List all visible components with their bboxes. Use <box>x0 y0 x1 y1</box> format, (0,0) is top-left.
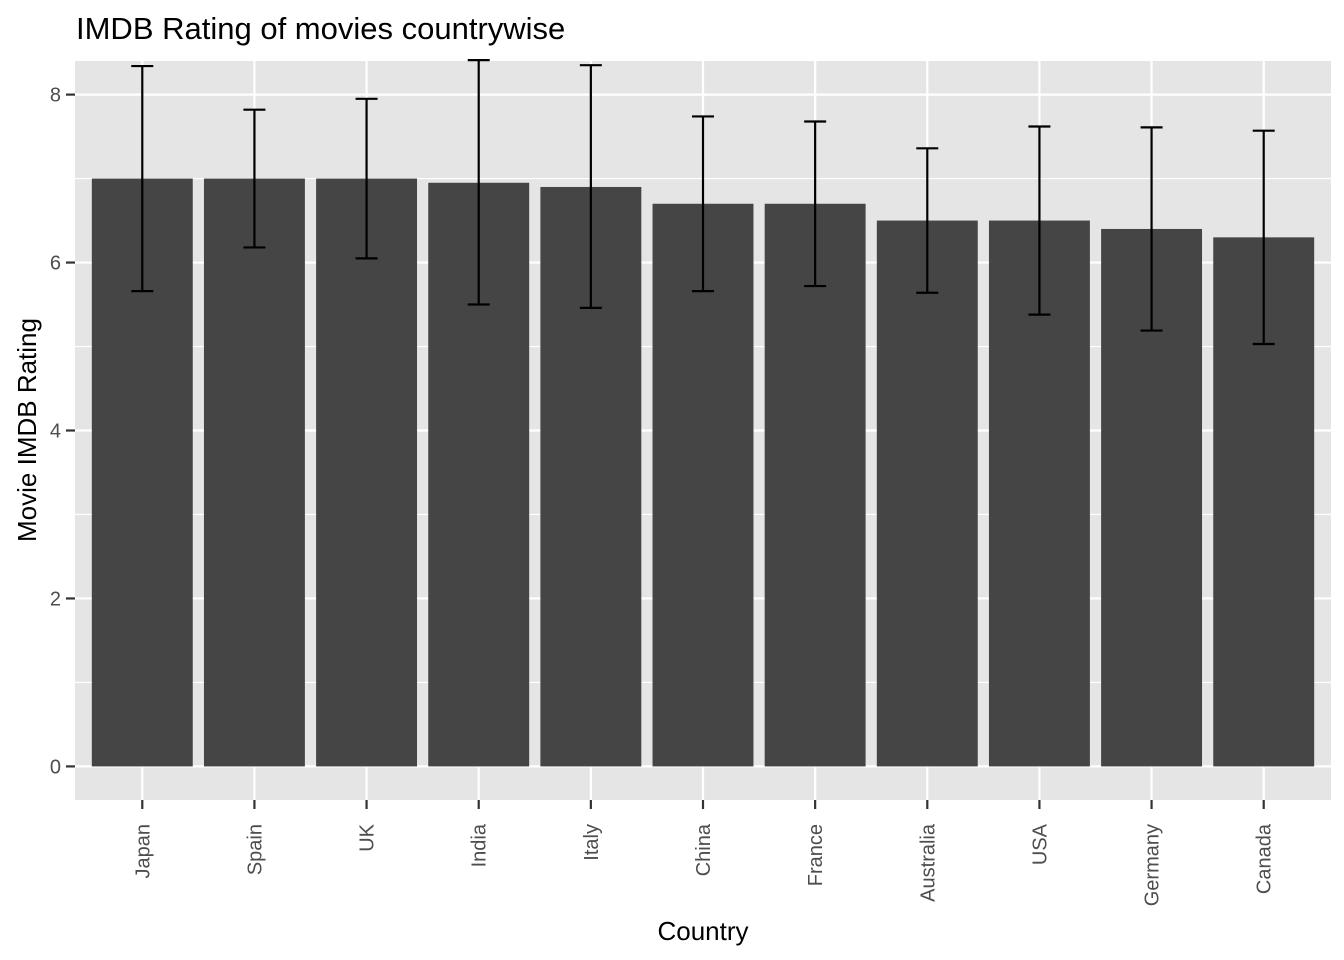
x-tick-label-japan: Japan <box>132 824 154 879</box>
error-bar-france <box>804 120 827 288</box>
error-bar-china <box>692 115 714 293</box>
bar-china <box>652 203 754 767</box>
error-bar-canada <box>1252 129 1275 346</box>
y-tick-label: 6 <box>50 253 61 275</box>
error-bar-australia <box>916 147 939 294</box>
error-bar-india <box>467 59 490 306</box>
x-axis: Japan Spain UK India Italy China France Austral… <box>132 800 1276 906</box>
error-bar-spain <box>243 108 266 249</box>
error-bar-japan <box>131 64 154 293</box>
x-tick-label-italy: Italy <box>581 824 603 861</box>
bar-spain <box>203 178 305 767</box>
x-tick-label-usa: USA <box>1029 823 1051 865</box>
y-tick-label: 4 <box>50 421 61 443</box>
error-bars <box>131 59 1275 346</box>
bar-australia <box>876 220 978 767</box>
y-tick-label: 2 <box>50 588 61 610</box>
y-tick-label: 8 <box>50 85 61 107</box>
y-tick-label: 0 <box>50 756 61 778</box>
bars <box>91 178 1315 767</box>
x-tick-label-uk: UK <box>357 823 379 851</box>
chart-title: IMDB Rating of movies countrywise <box>76 11 565 46</box>
error-bar-italy <box>579 64 602 309</box>
x-tick-label-france: France <box>805 824 827 886</box>
x-tick-label-australia: Australia <box>917 823 939 902</box>
bar-uk <box>316 178 418 767</box>
x-tick-label-canada: Canada <box>1254 823 1276 894</box>
y-axis-title: Movie IMDB Rating <box>12 318 42 542</box>
x-axis-title: Country <box>657 916 748 946</box>
x-tick-label-spain: Spain <box>244 824 266 875</box>
y-axis: 0 2 4 6 8 <box>50 85 75 778</box>
x-tick-label-china: China <box>693 823 715 876</box>
error-bar-usa <box>1028 125 1051 316</box>
error-bar-germany <box>1140 126 1163 332</box>
x-tick-label-india: India <box>469 823 491 867</box>
x-tick-label-germany: Germany <box>1142 824 1164 906</box>
bar-france <box>764 203 866 767</box>
error-bar-uk <box>355 97 378 260</box>
